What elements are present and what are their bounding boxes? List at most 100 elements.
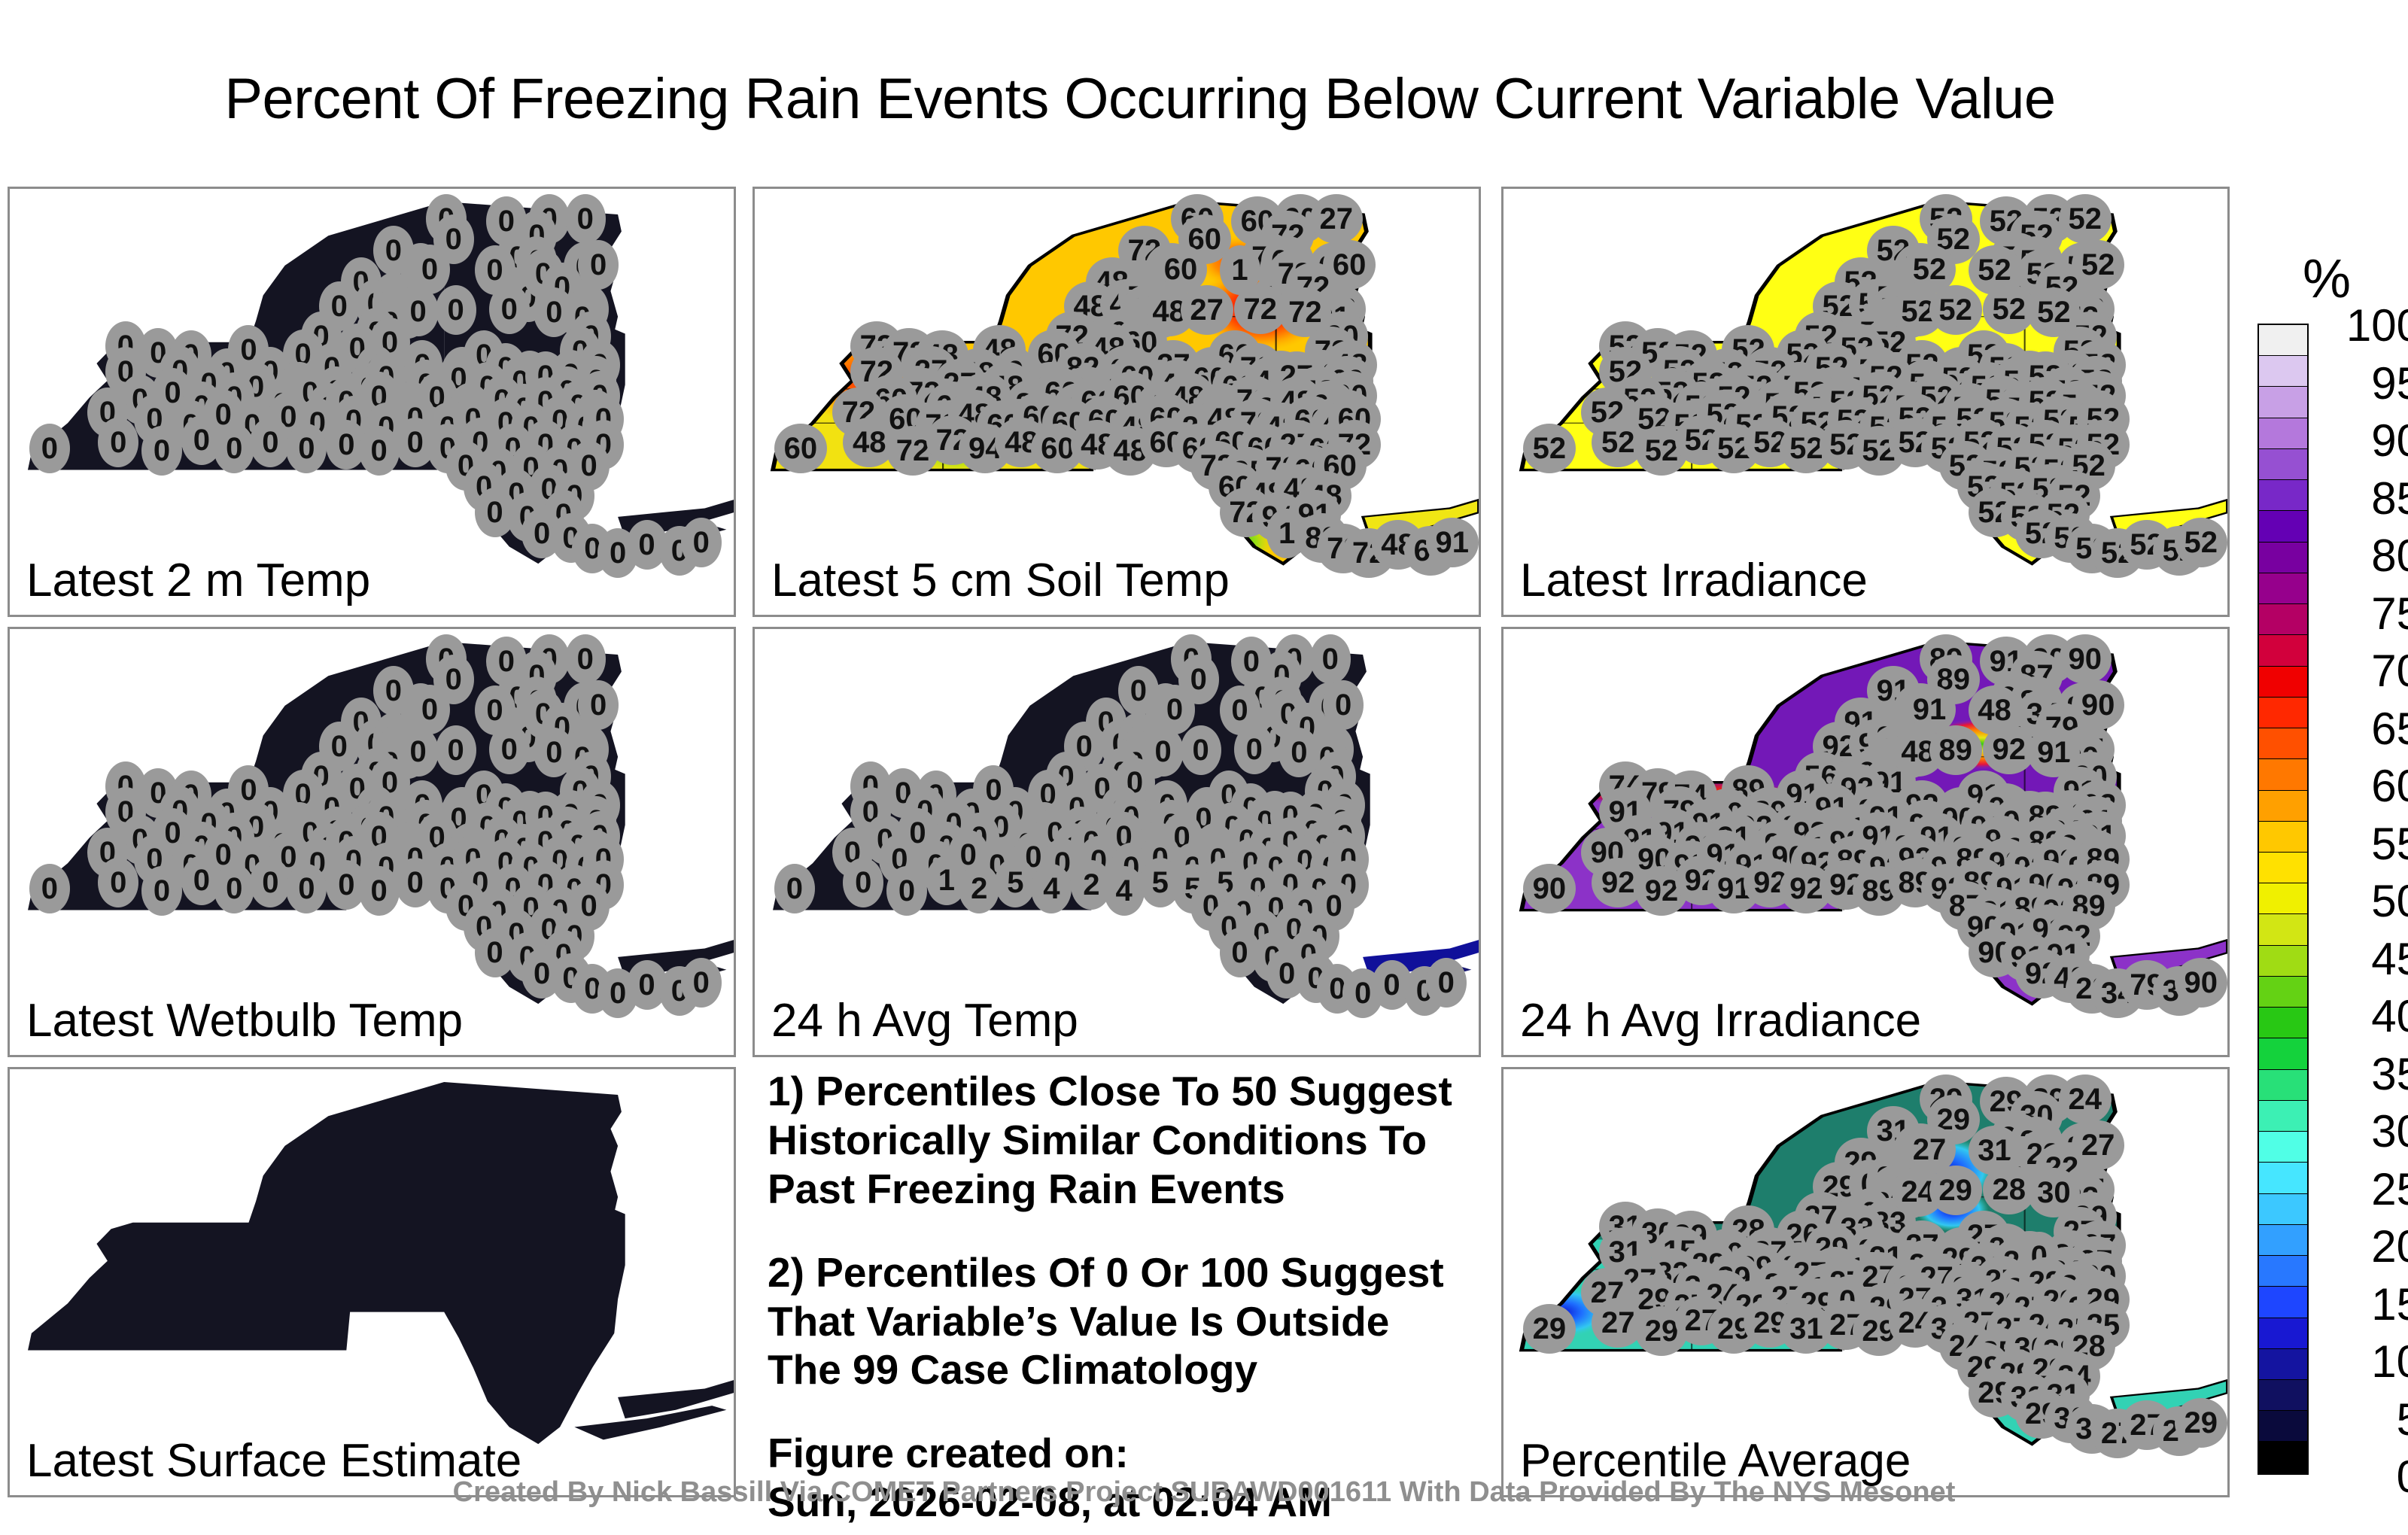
- station-marker: 90: [2174, 957, 2227, 1008]
- colorbar-swatch: [2259, 604, 2307, 636]
- panel-percentile-average[interactable]: Percentile Average 292929242930312930342…: [1501, 1067, 2230, 1497]
- colorbar-tick-label: 15: [2371, 1278, 2408, 1330]
- station-marker: 0: [98, 857, 139, 907]
- colorbar-swatch: [2259, 1038, 2307, 1070]
- colorbar-tick-label: 35: [2371, 1048, 2408, 1099]
- colorbar-tick-label: 50: [2371, 876, 2408, 926]
- station-marker: 52: [2072, 239, 2125, 290]
- station-marker: 52: [1522, 424, 1576, 474]
- colorbar-swatch: [2259, 1379, 2307, 1412]
- station-marker: 0: [433, 214, 474, 265]
- colorbar-swatch: [2259, 821, 2307, 853]
- station-marker: 0: [488, 284, 530, 334]
- station-marker: 28: [1982, 1164, 2036, 1214]
- colorbar-tick-label: 85: [2371, 473, 2408, 524]
- colorbar-swatch: [2259, 1193, 2307, 1225]
- colorbar-tick-label: 90: [2371, 415, 2408, 466]
- colorbar-swatch: [2259, 790, 2307, 822]
- station-marker: 0: [680, 517, 722, 567]
- station-marker: 2: [959, 864, 1000, 914]
- colorbar-swatch: [2259, 542, 2307, 573]
- station-marker: 60: [774, 424, 827, 474]
- station-marker: 0: [1278, 728, 1320, 778]
- colorbar-tick-label: 75: [2371, 588, 2408, 639]
- station-marker: 0: [886, 866, 928, 916]
- station-marker: 4: [1103, 866, 1145, 916]
- colorbar-ticks: 1009590858075706560555045403530252015105…: [2316, 300, 2408, 1502]
- station-marker: 27: [2072, 1120, 2125, 1170]
- panel-label: Percentile Average: [1520, 1435, 1911, 1487]
- colorbar-swatch: [2259, 1442, 2307, 1473]
- colorbar[interactable]: [2258, 324, 2309, 1475]
- colorbar-swatch: [2259, 728, 2307, 760]
- station-marker: 92: [1592, 857, 1645, 907]
- station-marker: 0: [409, 244, 450, 294]
- station-marker: 5: [995, 857, 1036, 907]
- station-marker: 52: [2027, 287, 2081, 338]
- colorbar-swatch: [2259, 325, 2307, 357]
- colorbar-tick-label: 70: [2371, 646, 2408, 696]
- colorbar-tick-label: 55: [2371, 818, 2408, 869]
- panel-label: Latest 2 m Temp: [26, 555, 371, 606]
- colorbar-swatch: [2259, 666, 2307, 698]
- station-marker: 0: [1309, 634, 1351, 684]
- station-marker: 0: [474, 488, 515, 538]
- panel-24h-avg-irradiance[interactable]: 24 h Avg Irradiance 89919090898791899289…: [1501, 627, 2230, 1057]
- station-marker: 0: [214, 424, 255, 474]
- colorbar-unit-label: %: [2303, 249, 2352, 309]
- station-marker: 27: [1180, 285, 1233, 336]
- colorbar-tick-label: 65: [2371, 703, 2408, 754]
- station-marker: 52: [1891, 287, 1944, 336]
- station-marker: 0: [98, 417, 139, 467]
- colorbar-tick-label: 0: [2316, 1451, 2408, 1503]
- station-marker: 60: [1313, 440, 1367, 491]
- panel-label: Latest Irradiance: [1520, 555, 1868, 606]
- colorbar-swatch: [2259, 1224, 2307, 1257]
- station-marker: 91: [1425, 517, 1479, 567]
- credit-line: Created By Nick Bassill Via COMET Partne…: [452, 1476, 1956, 1508]
- created-value: Sun, 2026-02-08, at 02:04 AM: [768, 1479, 1332, 1526]
- station-marker: 0: [214, 864, 255, 914]
- station-marker: 0: [250, 857, 291, 907]
- station-marker: 0: [843, 857, 884, 907]
- colorbar-tick-label: 60: [2371, 761, 2408, 811]
- colorbar-swatch: [2259, 1318, 2307, 1349]
- station-marker: 0: [1425, 957, 1467, 1008]
- panel-label: 24 h Avg Irradiance: [1520, 995, 1922, 1047]
- colorbar-swatch: [2259, 945, 2307, 977]
- panel-label: Latest 5 cm Soil Temp: [771, 555, 1230, 606]
- notes-block: 1) Percentiles Close To 50 Suggest Histo…: [768, 1067, 1467, 1527]
- colorbar-swatch: [2259, 418, 2307, 449]
- note-1: 1) Percentiles Close To 50 Suggest Histo…: [768, 1068, 1452, 1212]
- station-marker: 52: [1929, 285, 1982, 336]
- colorbar-swatch: [2259, 480, 2307, 512]
- panel-latest-surface-estimate[interactable]: Latest Surface Estimate: [8, 1067, 736, 1497]
- station-marker: 0: [1233, 724, 1275, 774]
- station-marker: 0: [29, 864, 70, 914]
- panel-latest-5cm-soil-temp[interactable]: Latest 5 cm Soil Temp 606060276072729572…: [752, 187, 1481, 617]
- station-marker: 0: [534, 287, 575, 338]
- station-marker: 90: [1522, 864, 1576, 914]
- colorbar-tick-label: 25: [2371, 1163, 2408, 1214]
- colorbar-tick-label: 40: [2371, 991, 2408, 1041]
- colorbar-swatch: [2259, 1411, 2307, 1442]
- station-marker: 52: [1635, 426, 1689, 476]
- panel-latest-irradiance[interactable]: Latest Irradiance 52 52 52 52 52 52 52 52 52 52 52…: [1501, 187, 2230, 617]
- station-marker: 27: [1592, 1297, 1645, 1348]
- station-marker: 90: [2072, 679, 2125, 730]
- station-marker: 52: [2058, 193, 2112, 244]
- station-marker: 0: [250, 417, 291, 467]
- created-label: Figure created on:: [768, 1430, 1129, 1477]
- station-marker: 0: [680, 957, 722, 1008]
- station-marker: 0: [409, 684, 450, 734]
- note-2: 2) Percentiles Of 0 Or 100 Suggest That …: [768, 1248, 1444, 1394]
- station-marker: 0: [564, 634, 606, 684]
- station-marker: 29: [1929, 1166, 1982, 1216]
- station-marker: 0: [286, 864, 327, 914]
- colorbar-swatch: [2259, 1100, 2307, 1132]
- station-marker: 0: [774, 864, 815, 914]
